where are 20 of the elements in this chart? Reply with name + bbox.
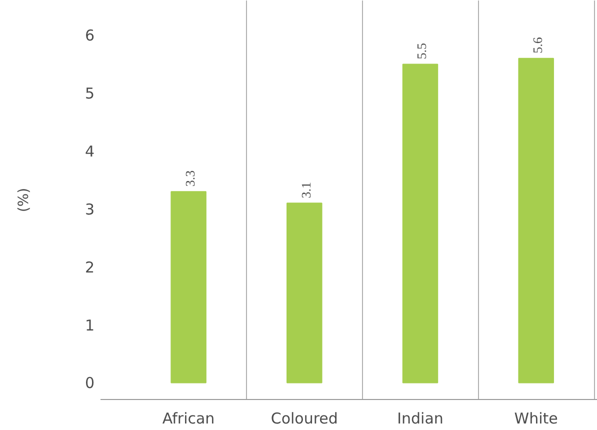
data-label: 3.1 (298, 182, 314, 198)
y-tick-label: 6 (84, 26, 95, 45)
bar (170, 191, 206, 384)
bar (286, 202, 322, 384)
x-tick-label: Coloured (270, 410, 338, 428)
bar (518, 58, 554, 384)
data-label: 5.6 (530, 36, 546, 54)
y-tick-label: 2 (84, 258, 95, 276)
x-tick-label: White (514, 410, 558, 428)
data-label: 3.3 (182, 170, 198, 187)
y-axis-title: (%) (16, 188, 32, 212)
y-tick-label: 3 (84, 200, 95, 218)
data-label: 5.5 (414, 42, 430, 60)
y-tick-label: 0 (84, 374, 95, 392)
x-tick-label: Indian (397, 410, 444, 428)
bar (402, 64, 438, 384)
y-tick-label: 5 (84, 84, 95, 103)
y-tick-label: 1 (84, 316, 95, 334)
x-tick-label: African (162, 410, 215, 428)
y-tick-label: 4 (84, 142, 95, 161)
